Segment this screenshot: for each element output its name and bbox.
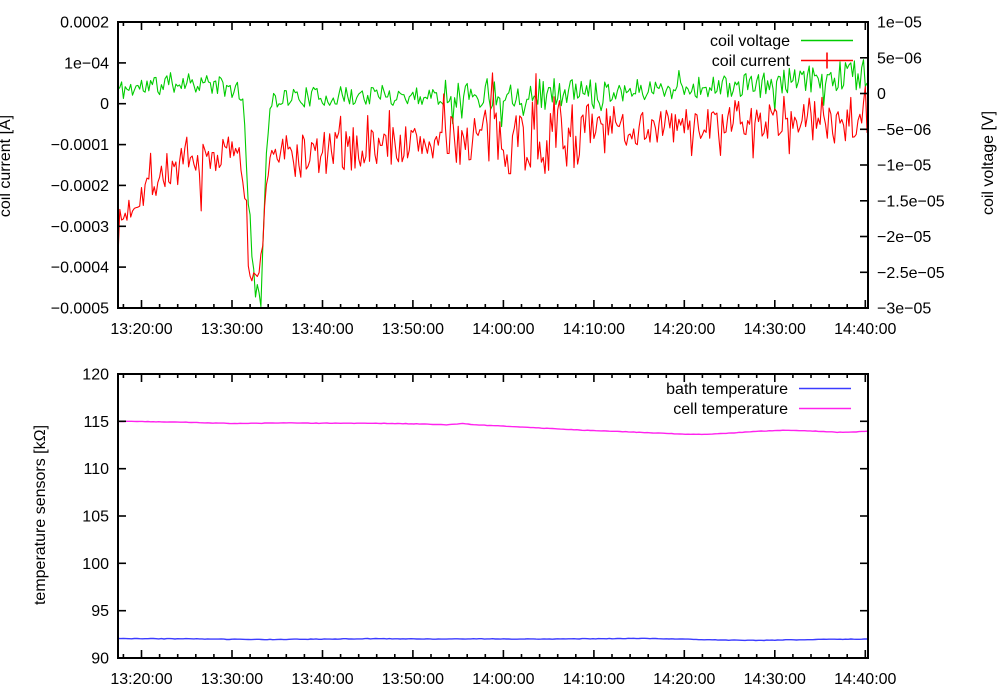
y-axis-tick-label-left: −0.0001 bbox=[51, 137, 109, 154]
y-axis-tick-label-left: −0.0004 bbox=[51, 260, 109, 277]
y-axis-tick-label-left: 115 bbox=[83, 414, 109, 431]
y-axis-tick-label-right: −3e−05 bbox=[877, 301, 931, 318]
x-axis-tick-label: 13:30:00 bbox=[201, 671, 263, 688]
y-axis-tick-label-left: 0.0002 bbox=[60, 15, 109, 32]
y-axis-tick-label-right: −1.5e−05 bbox=[877, 193, 945, 210]
x-axis-tick-label: 14:40:00 bbox=[834, 671, 896, 688]
y-axis-tick-label-left: −0.0003 bbox=[51, 219, 109, 236]
x-axis-tick-label: 13:50:00 bbox=[382, 671, 444, 688]
x-axis-tick-label: 13:40:00 bbox=[291, 321, 353, 338]
y-axis-tick-label-right: −5e−06 bbox=[877, 122, 931, 139]
x-axis-tick-label: 14:40:00 bbox=[834, 321, 896, 338]
left-axis-title-coil-current: coil current [A] bbox=[0, 115, 14, 217]
x-axis-tick-label: 14:20:00 bbox=[653, 671, 715, 688]
x-axis-tick-label: 13:20:00 bbox=[110, 321, 172, 338]
y-axis-tick-label-right: −2e−05 bbox=[877, 229, 931, 246]
y-axis-tick-label-right: 5e−06 bbox=[877, 50, 922, 67]
temperature-chart-series-layer bbox=[118, 420, 868, 642]
y-axis-tick-label-left: −0.0002 bbox=[51, 178, 109, 195]
y-axis-tick-label-left: 1e−04 bbox=[64, 55, 109, 72]
y-axis-tick-label-left: 0 bbox=[100, 96, 109, 113]
y-axis-tick-label-left: 105 bbox=[82, 509, 109, 526]
y-axis-tick-label-right: −2.5e−05 bbox=[877, 265, 945, 282]
right-axis-title-coil-voltage: coil voltage [V] bbox=[980, 111, 997, 215]
legend-label-cell-temperature: cell temperature bbox=[673, 401, 788, 418]
x-axis-tick-label: 13:30:00 bbox=[201, 321, 263, 338]
x-axis-tick-label: 13:40:00 bbox=[291, 671, 353, 688]
x-axis-tick-label: 14:00:00 bbox=[472, 321, 534, 338]
x-axis-tick-label: 14:30:00 bbox=[744, 321, 806, 338]
legend-label-coil-current: coil current bbox=[712, 53, 791, 70]
y-axis-tick-label-left: 95 bbox=[91, 603, 109, 620]
coil-chart-axes-layer: 13:20:00 13:30:00 13:40:00 13:50:00 14:00:00… bbox=[51, 15, 945, 339]
y-axis-tick-label-right: −1e−05 bbox=[877, 158, 931, 175]
y-axis-tick-label-left: 100 bbox=[82, 556, 109, 573]
y-axis-tick-label-left: −0.0005 bbox=[51, 301, 109, 318]
series-line-bath-temperature bbox=[118, 637, 868, 642]
x-axis-tick-label: 13:50:00 bbox=[382, 321, 444, 338]
y-axis-tick-label-right: 0 bbox=[877, 86, 886, 103]
series-line-coil-current bbox=[118, 72, 868, 282]
x-axis-tick-label: 13:20:00 bbox=[110, 671, 172, 688]
x-axis-tick-label: 14:20:00 bbox=[653, 321, 715, 338]
temperature-chart-axes-layer: 13:20:00 13:30:00 13:40:00 13:50:00 14:00:00… bbox=[82, 367, 896, 689]
x-axis-tick-label: 14:00:00 bbox=[472, 671, 534, 688]
legend-label-bath-temperature: bath temperature bbox=[666, 381, 788, 398]
x-axis-tick-label: 14:10:00 bbox=[563, 321, 625, 338]
y-axis-tick-label-left: 110 bbox=[83, 461, 109, 478]
coil-chart-series-layer bbox=[118, 59, 868, 308]
y-axis-tick-label-left: 120 bbox=[82, 367, 109, 384]
x-axis-tick-label: 14:30:00 bbox=[744, 671, 806, 688]
series-line-cell-temperature bbox=[118, 420, 868, 436]
left-axis-title-temperature-sensors: temperature sensors [kΩ] bbox=[32, 425, 49, 605]
y-axis-tick-label-left: 90 bbox=[91, 651, 109, 668]
x-axis-tick-label: 14:10:00 bbox=[563, 671, 625, 688]
legend-label-coil-voltage: coil voltage bbox=[710, 33, 790, 50]
series-line-coil-voltage bbox=[118, 59, 868, 308]
y-axis-tick-label-right: 1e−05 bbox=[877, 15, 922, 32]
